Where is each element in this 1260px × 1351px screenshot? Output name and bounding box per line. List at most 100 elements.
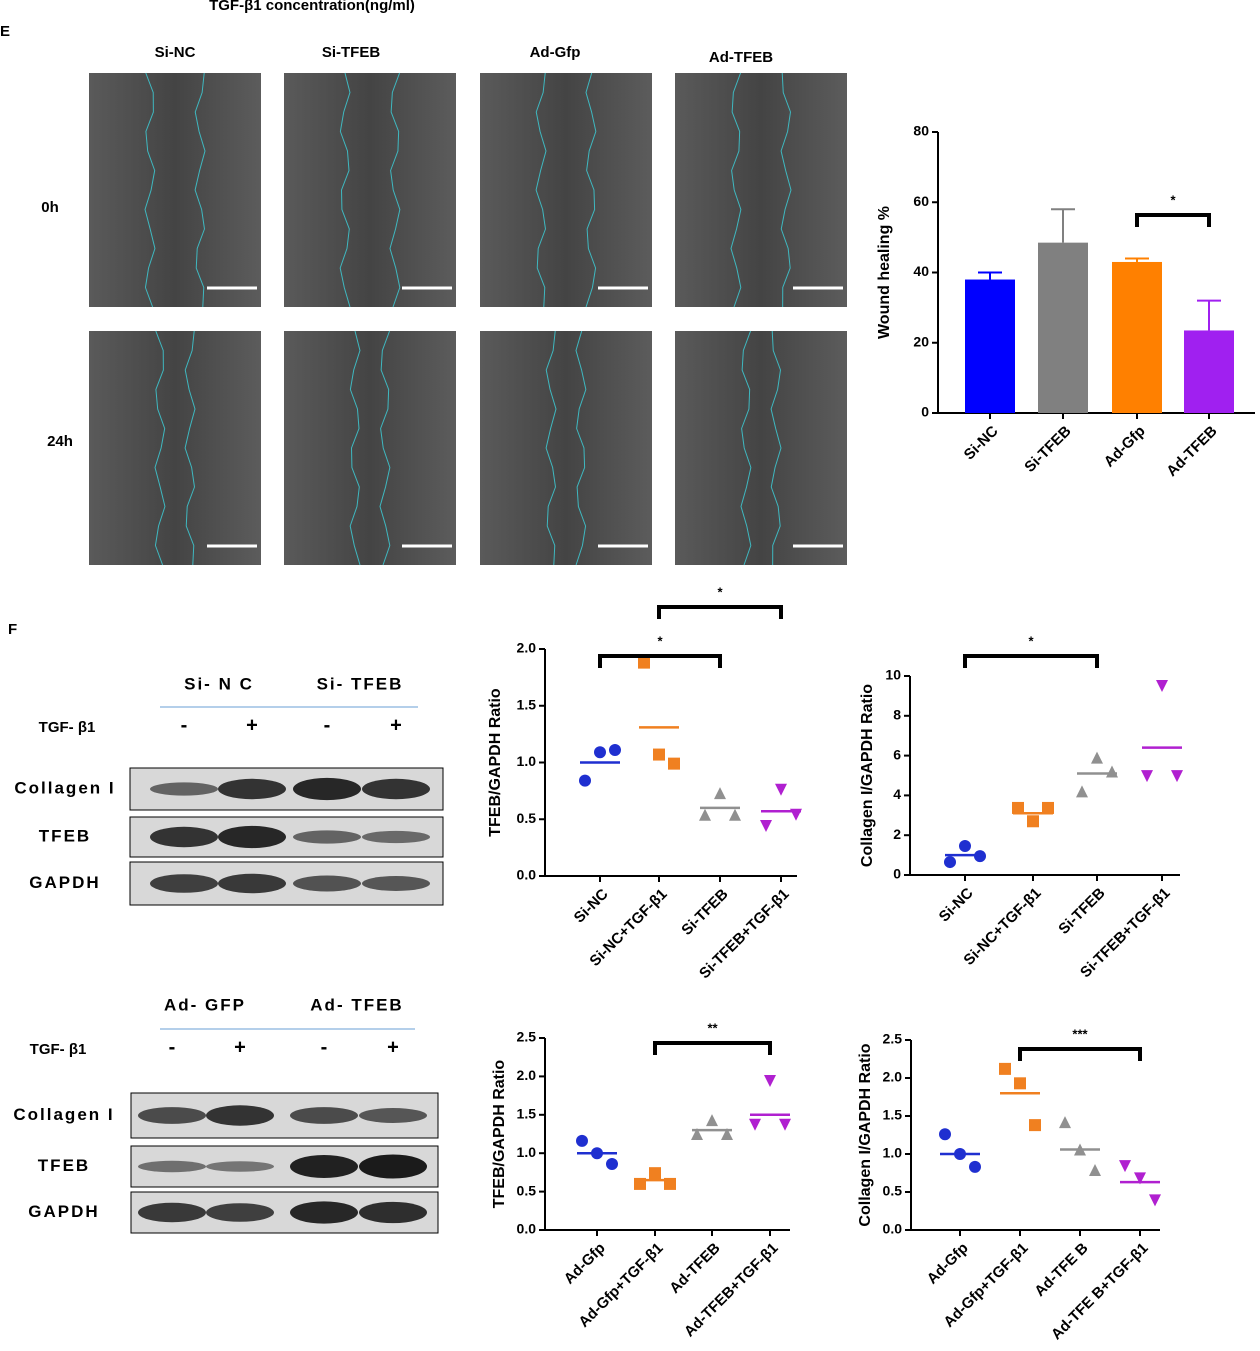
point [653, 748, 665, 761]
y-tick-label: 2.5 [517, 1029, 537, 1045]
wound-edge [535, 72, 547, 308]
band [362, 778, 430, 800]
y-tick-label: 0.5 [517, 1182, 537, 1198]
y-tick-label: 2.0 [517, 1067, 537, 1083]
y-tick-label: 0.0 [517, 1221, 537, 1237]
point [779, 1118, 791, 1131]
point [1089, 1163, 1101, 1176]
group-label: Si- N C [184, 674, 254, 693]
band [150, 874, 218, 893]
band [138, 1160, 206, 1173]
band [138, 1202, 206, 1223]
point [1042, 801, 1054, 814]
x-tick-label: Si-TFEB [678, 886, 731, 939]
y-tick-label: 2.5 [883, 1031, 903, 1047]
y-tick-label: 0.0 [883, 1221, 903, 1237]
row-label: 0h [41, 199, 59, 216]
point [1149, 1194, 1161, 1207]
x-tick-label: Ad-Gfp [1101, 423, 1149, 471]
band [359, 1201, 427, 1224]
panel-label: F [8, 621, 17, 638]
x-tick-label: Si-NC [571, 886, 612, 927]
point [944, 856, 956, 869]
point [699, 808, 711, 821]
point [594, 746, 606, 759]
y-tick-label: 0.0 [517, 867, 537, 883]
y-tick-label: 1.5 [517, 696, 537, 712]
point [729, 808, 741, 821]
blot-row-label: TFEB [38, 1156, 90, 1175]
sign: - [181, 714, 188, 736]
wound-edge [389, 72, 401, 308]
significance-label: * [717, 584, 723, 599]
bar [965, 279, 1015, 413]
y-tick-label: 0 [893, 866, 901, 882]
micrograph [284, 331, 456, 565]
point [1119, 1160, 1131, 1173]
micrograph [89, 73, 261, 307]
band [362, 876, 430, 891]
sign: - [321, 1036, 328, 1058]
significance-bracket [653, 1041, 772, 1055]
band [150, 826, 218, 848]
wound-edge [585, 72, 597, 308]
treatment-label: TGF- β1 [30, 1041, 87, 1058]
x-tick-label: Ad-TFEB [1163, 422, 1221, 480]
point [1029, 1119, 1041, 1132]
band [290, 1201, 358, 1224]
band [290, 1154, 358, 1179]
micrograph [89, 331, 261, 565]
point [999, 1062, 1011, 1075]
significance-bracket [598, 654, 722, 668]
point [714, 787, 726, 800]
blot-row-label: Collagen I [14, 778, 115, 797]
point [649, 1167, 661, 1180]
column-label: Ad-Gfp [530, 44, 581, 61]
y-tick-label: 0.5 [517, 810, 537, 826]
point [764, 1075, 776, 1088]
wound-edge [740, 330, 752, 566]
band [206, 1161, 274, 1172]
column-label: Si-NC [155, 44, 196, 61]
point [775, 783, 787, 796]
band [359, 1154, 427, 1179]
blot-row-label: GAPDH [29, 873, 100, 892]
sign: - [169, 1036, 176, 1058]
point [606, 1157, 618, 1170]
y-tick-label: 4 [893, 786, 901, 802]
y-tick-label: 0.5 [883, 1183, 903, 1199]
column-label: Ad-TFEB [709, 49, 773, 66]
group-label: Ad- GFP [164, 995, 246, 1014]
point [1059, 1116, 1071, 1129]
micrograph [284, 73, 456, 307]
x-tick-label: Ad-Gfp [561, 1240, 609, 1288]
band [293, 777, 361, 801]
point [1156, 679, 1168, 692]
wound-edge [730, 72, 742, 308]
x-tick-label: Si-NC [961, 423, 1002, 464]
y-tick-label: 1.5 [517, 1106, 537, 1122]
y-tick-label: 2.0 [517, 640, 537, 656]
y-tick-label: 1.0 [883, 1145, 903, 1161]
blot-row-label: TFEB [39, 826, 91, 845]
point [1106, 765, 1118, 778]
y-tick-label: 1.5 [883, 1107, 903, 1123]
point [576, 1134, 588, 1147]
point [1012, 801, 1024, 814]
band [138, 1107, 206, 1124]
x-tick-label: Ad-TFEB [666, 1239, 724, 1297]
significance-label: * [657, 633, 663, 648]
band [290, 1107, 358, 1124]
x-tick-label: Si-TFEB [1021, 423, 1074, 476]
wound-edge [184, 330, 196, 566]
band [362, 830, 430, 844]
point [579, 774, 591, 787]
wound-edge [575, 330, 587, 566]
panel-label: E [0, 23, 10, 40]
y-axis-label: Collagen I/GAPDH Ratio [857, 1043, 874, 1226]
y-tick-label: 2.0 [883, 1069, 903, 1085]
column-label: Si-TFEB [322, 44, 380, 61]
blot-row-label: Collagen I [13, 1105, 114, 1124]
y-tick-label: 1.0 [517, 753, 537, 769]
y-axis-label: Wound healing % [876, 206, 893, 339]
